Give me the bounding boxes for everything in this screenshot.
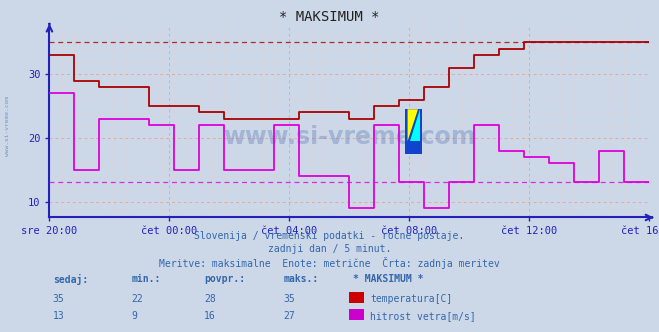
Text: zadnji dan / 5 minut.: zadnji dan / 5 minut. xyxy=(268,244,391,254)
Text: 13: 13 xyxy=(53,311,65,321)
Text: 16: 16 xyxy=(204,311,216,321)
Text: 22: 22 xyxy=(132,294,144,304)
Polygon shape xyxy=(407,109,418,141)
Text: 9: 9 xyxy=(132,311,138,321)
Text: povpr.:: povpr.: xyxy=(204,274,245,284)
Polygon shape xyxy=(410,109,420,141)
Text: 27: 27 xyxy=(283,311,295,321)
Text: www.si-vreme.com: www.si-vreme.com xyxy=(5,96,11,156)
Text: * MAKSIMUM *: * MAKSIMUM * xyxy=(279,10,380,24)
Bar xyxy=(405,109,422,154)
Text: hitrost vetra[m/s]: hitrost vetra[m/s] xyxy=(370,311,476,321)
Text: * MAKSIMUM *: * MAKSIMUM * xyxy=(353,274,423,284)
Text: min.:: min.: xyxy=(132,274,161,284)
Text: www.si-vreme.com: www.si-vreme.com xyxy=(223,125,476,149)
Text: temperatura[C]: temperatura[C] xyxy=(370,294,453,304)
Text: sedaj:: sedaj: xyxy=(53,274,88,285)
Text: 35: 35 xyxy=(53,294,65,304)
Text: maks.:: maks.: xyxy=(283,274,318,284)
Text: 35: 35 xyxy=(283,294,295,304)
Text: Meritve: maksimalne  Enote: metrične  Črta: zadnja meritev: Meritve: maksimalne Enote: metrične Črta… xyxy=(159,257,500,269)
Text: 28: 28 xyxy=(204,294,216,304)
Text: Slovenija / vremenski podatki - ročne postaje.: Slovenija / vremenski podatki - ročne po… xyxy=(194,231,465,241)
